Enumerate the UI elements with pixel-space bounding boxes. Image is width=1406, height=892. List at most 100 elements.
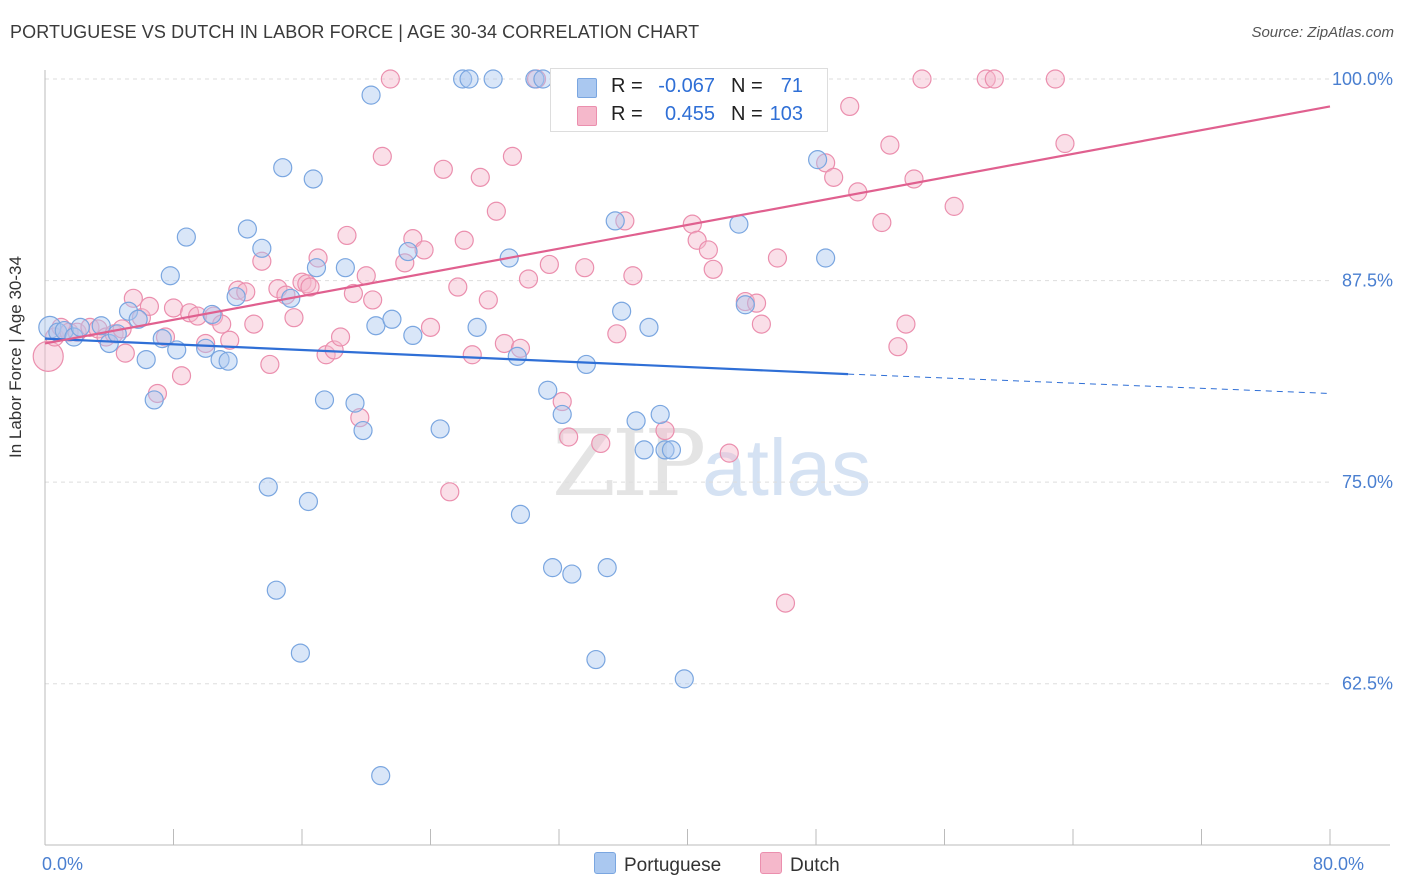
- dutch-point: [912, 69, 932, 89]
- n-label: N =: [731, 75, 763, 97]
- legend-label-portuguese: Portuguese: [624, 855, 722, 876]
- dutch-point: [414, 240, 434, 260]
- portuguese-point: [252, 238, 272, 258]
- legend-item-portuguese[interactable]: Portuguese: [594, 852, 721, 877]
- dutch-point: [220, 330, 240, 350]
- portuguese-point: [398, 241, 418, 262]
- portuguese-point: [597, 558, 617, 578]
- watermark: ZIPatlas: [552, 410, 871, 517]
- dutch-point: [163, 298, 184, 318]
- portuguese-point: [403, 325, 423, 346]
- portuguese-point: [176, 227, 196, 247]
- y-tick-label: 62.5%: [1342, 674, 1393, 694]
- correlation-legend: R = -0.067 N = 71 R = 0.455 N = 103: [550, 68, 828, 132]
- n-label: N =: [731, 103, 763, 125]
- grid-lines: [45, 78, 1330, 685]
- portuguese-point: [525, 69, 545, 89]
- dutch-point: [607, 324, 627, 344]
- dutch-points: [32, 69, 1075, 613]
- portuguese-point: [226, 287, 246, 307]
- legend-label-dutch: Dutch: [790, 855, 840, 876]
- portuguese-point: [237, 219, 257, 239]
- portuguese-point: [562, 564, 582, 584]
- dutch-point: [703, 259, 723, 279]
- portuguese-trend-extension: [848, 373, 1331, 394]
- portuguese-point: [612, 301, 632, 321]
- portuguese-point: [808, 150, 828, 170]
- dutch-point: [395, 253, 415, 273]
- portuguese-point: [91, 316, 111, 336]
- portuguese-point: [306, 258, 327, 278]
- portuguese-point: [70, 317, 90, 337]
- portuguese-point: [650, 404, 670, 425]
- dutch-point: [944, 196, 964, 216]
- dutch-point: [454, 230, 474, 250]
- dutch-point: [518, 269, 539, 289]
- r-value: -0.067: [658, 75, 715, 97]
- dutch-swatch: [577, 106, 597, 126]
- portuguese-point: [361, 85, 381, 105]
- chart-title: PORTUGUESE VS DUTCH IN LABOR FORCE | AGE…: [10, 22, 700, 42]
- dutch-point: [260, 354, 280, 375]
- watermark-zip: ZIP: [552, 410, 706, 517]
- portuguese-point: [459, 69, 479, 89]
- dutch-point: [615, 211, 635, 231]
- portuguese-point: [674, 669, 694, 689]
- portuguese-point: [118, 301, 139, 321]
- dutch-swatch: [760, 852, 782, 874]
- dutch-point: [244, 314, 264, 334]
- portuguese-point: [218, 351, 238, 371]
- dutch-point: [297, 274, 317, 294]
- dutch-trend-line: [44, 105, 1331, 345]
- portuguese-point: [538, 380, 558, 400]
- portuguese-point: [626, 411, 646, 431]
- r-value: 0.455: [664, 103, 715, 125]
- dutch-point: [337, 225, 357, 246]
- r-label: R =: [611, 75, 643, 97]
- y-tick-label: 75.0%: [1342, 472, 1393, 492]
- dutch-point: [767, 248, 788, 268]
- dutch-point: [115, 343, 135, 363]
- dutch-point: [1045, 69, 1065, 89]
- portuguese-point: [467, 317, 487, 337]
- tick-labels: 100.0% 87.5% 75.0% 62.5% 0.0% 80.0%: [42, 69, 1393, 874]
- portuguese-swatch: [577, 78, 597, 98]
- legend-item-dutch[interactable]: Dutch: [760, 852, 840, 877]
- dutch-point: [228, 280, 248, 300]
- dutch-point: [824, 167, 844, 187]
- dutch-point: [559, 427, 579, 447]
- portuguese-point: [290, 643, 310, 663]
- portuguese-point: [196, 338, 216, 358]
- dutch-point: [872, 212, 892, 233]
- portuguese-swatch: [594, 852, 616, 874]
- portuguese-point: [453, 69, 473, 89]
- dutch-point: [300, 277, 320, 297]
- y-tick-label: 100.0%: [1332, 69, 1393, 89]
- dutch-point: [1055, 133, 1075, 154]
- dutch-point: [380, 69, 400, 89]
- dutch-point: [623, 266, 643, 286]
- portuguese-point: [303, 169, 323, 189]
- dutch-point: [372, 146, 392, 167]
- portuguese-point: [576, 354, 596, 375]
- dutch-point: [433, 159, 453, 179]
- portuguese-points: [38, 69, 836, 786]
- portuguese-point: [605, 211, 625, 231]
- portuguese-point: [552, 404, 572, 425]
- dutch-point: [896, 314, 916, 334]
- dutch-point: [420, 317, 441, 337]
- x-tick-label: 0.0%: [42, 854, 83, 874]
- y-axis-label: In Labor Force | Age 30-34: [6, 256, 25, 458]
- dutch-point: [719, 443, 739, 463]
- dutch-point: [236, 282, 256, 302]
- dutch-point: [284, 308, 304, 328]
- dutch-point: [751, 314, 771, 334]
- n-value: 71: [780, 75, 803, 97]
- portuguese-point: [430, 419, 450, 439]
- dutch-point: [196, 333, 216, 354]
- r-label: R =: [611, 103, 643, 125]
- x-tick-label: 80.0%: [1313, 854, 1364, 874]
- dutch-point: [363, 290, 383, 310]
- portuguese-point: [366, 316, 386, 336]
- trend-lines: [44, 105, 1331, 394]
